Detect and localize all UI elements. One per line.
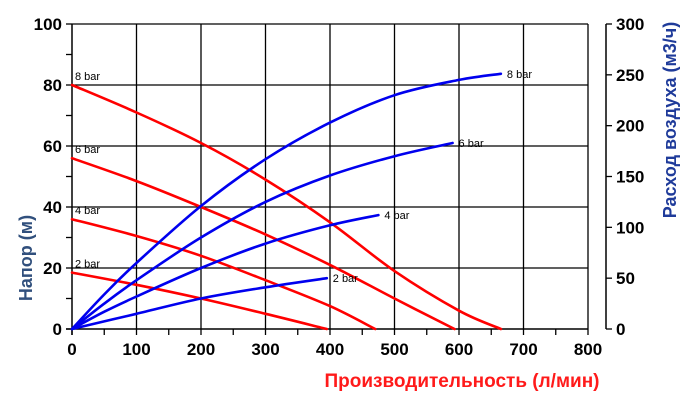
x-tick-label: 600 bbox=[445, 340, 473, 359]
right-axis-title: Расход воздуха (м3/ч) bbox=[660, 22, 680, 219]
head-label-8-bar: 8 bar bbox=[75, 71, 100, 83]
x-tick-label: 500 bbox=[380, 340, 408, 359]
head-label-2-bar: 2 bar bbox=[75, 259, 100, 271]
y-tick-label: 100 bbox=[34, 15, 62, 34]
air-label-2-bar: 2 bar bbox=[333, 273, 358, 285]
y2-tick-label: 200 bbox=[616, 117, 644, 136]
left-axis-title: Напор (м) bbox=[16, 215, 36, 301]
y-tick-label: 0 bbox=[53, 320, 62, 339]
x-tick-label: 800 bbox=[574, 340, 602, 359]
head-label-4-bar: 4 bar bbox=[75, 205, 100, 217]
air-label-4-bar: 4 bar bbox=[384, 210, 409, 222]
y-tick-label: 60 bbox=[43, 137, 62, 156]
air-label-6-bar: 6 bar bbox=[459, 138, 484, 150]
air-consumption-curve-8-bar bbox=[70, 72, 503, 331]
y2-tick-label: 150 bbox=[616, 168, 644, 187]
x-tick-label: 200 bbox=[187, 340, 215, 359]
y2-tick-label: 0 bbox=[616, 320, 625, 339]
y2-tick-label: 100 bbox=[616, 218, 644, 237]
axes: 0 20 40 60 80 100 0 100 200 300 400 500 600 700 800 0 50… bbox=[34, 15, 645, 359]
y-tick-label: 80 bbox=[43, 76, 62, 95]
air-consumption-curve-4-bar bbox=[70, 213, 380, 331]
x-tick-label: 400 bbox=[316, 340, 344, 359]
air-consumption-curve-2-bar bbox=[70, 276, 329, 331]
head-label-6-bar: 6 bar bbox=[75, 144, 100, 156]
y2-tick-label: 300 bbox=[616, 15, 644, 34]
x-tick-label: 100 bbox=[122, 340, 150, 359]
air-consumption-curve-6-bar bbox=[70, 141, 454, 331]
head-curve-4-bar bbox=[70, 217, 377, 331]
head-curve-6-bar bbox=[70, 156, 456, 331]
grid-lines bbox=[72, 23, 589, 329]
x-tick-label: 0 bbox=[67, 340, 76, 359]
head-curve-8-bar bbox=[70, 83, 503, 331]
air-label-8-bar: 8 bar bbox=[507, 69, 532, 81]
x-tick-label: 700 bbox=[509, 340, 537, 359]
y2-tick-label: 250 bbox=[616, 66, 644, 85]
data-series bbox=[70, 72, 503, 331]
series-labels: 8 bar 6 bar 4 bar 2 bar 8 bar 6 bar 4 bar 2 bar bbox=[75, 69, 532, 285]
x-tick-label: 300 bbox=[251, 340, 279, 359]
y-tick-label: 40 bbox=[43, 198, 62, 217]
y-tick-label: 20 bbox=[43, 259, 62, 278]
y2-tick-label: 50 bbox=[616, 269, 635, 288]
x-axis-title: Производительность (л/мин) bbox=[324, 371, 599, 392]
